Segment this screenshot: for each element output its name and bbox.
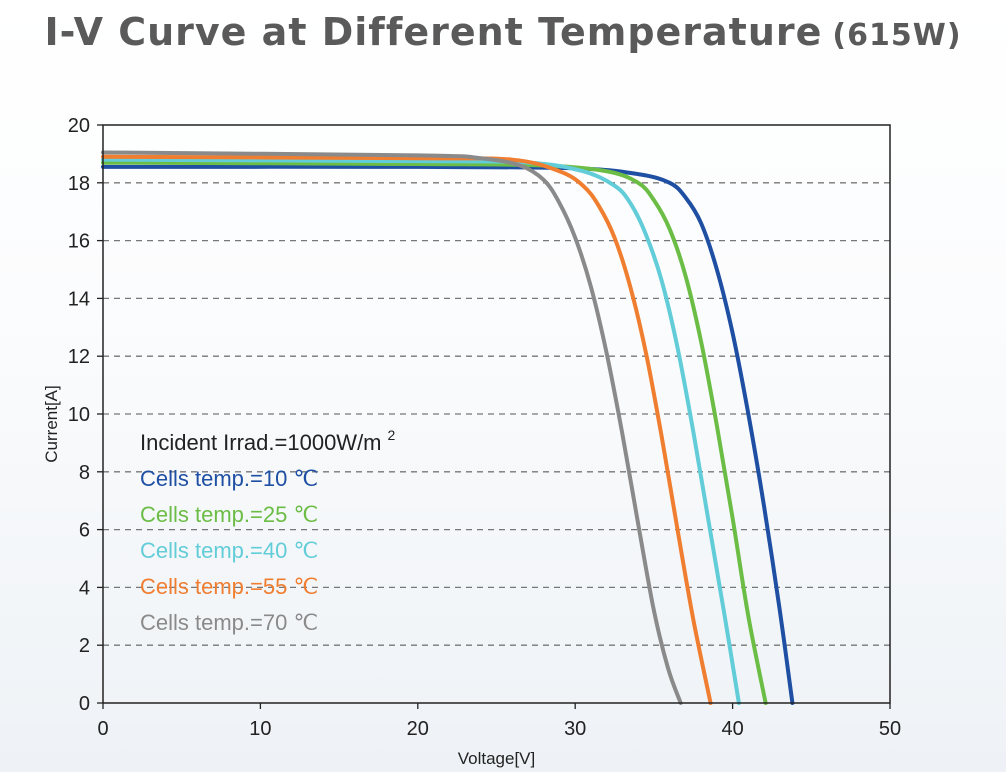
x-tick-labels: 0 10 20 30 40 50 xyxy=(97,703,901,740)
legend: Cells temp.=10 ℃ Cells temp.=25 ℃ Cells te… xyxy=(140,466,318,635)
y-tick-label: 12 xyxy=(68,346,90,368)
series-line-2 xyxy=(101,160,768,705)
y-tick-label: 20 xyxy=(68,115,90,137)
chart-title-text: I-V Curve at Different Temperature xyxy=(44,10,823,54)
x-tick-label: 20 xyxy=(407,718,429,740)
y-tick-labels: 0 2 4 6 8 10 12 14 16 18 20 xyxy=(68,115,103,715)
series-layer xyxy=(101,150,795,705)
legend-entry-1: Cells temp.=10 ℃ xyxy=(140,466,318,491)
x-tick-label: 30 xyxy=(564,718,586,740)
y-tick-label: 8 xyxy=(79,462,90,484)
irradiance-text: Incident Irrad.=1000W/m xyxy=(140,430,382,455)
legend-entry-4: Cells temp.=55 ℃ xyxy=(140,574,318,599)
irradiance-annotation: Incident Irrad.=1000W/m 2 xyxy=(140,427,396,455)
y-tick-label: 14 xyxy=(68,288,90,310)
irradiance-superscript: 2 xyxy=(388,427,396,443)
series-line-3 xyxy=(101,157,741,705)
legend-entry-3: Cells temp.=40 ℃ xyxy=(140,538,318,563)
y-axis-label: Current[A] xyxy=(42,385,61,462)
legend-entry-2: Cells temp.=25 ℃ xyxy=(140,502,318,527)
legend-entry-5: Cells temp.=70 ℃ xyxy=(140,610,318,635)
series-line-4 xyxy=(101,154,713,705)
y-tick-label: 16 xyxy=(68,231,90,253)
y-tick-label: 6 xyxy=(79,520,90,542)
annotations: Incident Irrad.=1000W/m 2 xyxy=(140,427,396,455)
x-axis-label: Voltage[V] xyxy=(458,749,536,768)
y-tick-label: 10 xyxy=(68,404,90,426)
series-line-1 xyxy=(101,164,795,705)
series-line-5 xyxy=(101,150,683,705)
x-tick-label: 0 xyxy=(97,718,108,740)
y-tick-label: 2 xyxy=(79,635,90,657)
chart-title-suffix: (615W) xyxy=(832,18,962,53)
y-tick-label: 18 xyxy=(68,173,90,195)
x-tick-label: 10 xyxy=(249,718,271,740)
y-tick-label: 0 xyxy=(79,693,90,715)
x-tick-label: 50 xyxy=(879,718,901,740)
y-tick-label: 4 xyxy=(79,577,90,599)
chart-title: I-V Curve at Different Temperature (615W) xyxy=(0,10,1006,54)
x-tick-label: 40 xyxy=(721,718,743,740)
